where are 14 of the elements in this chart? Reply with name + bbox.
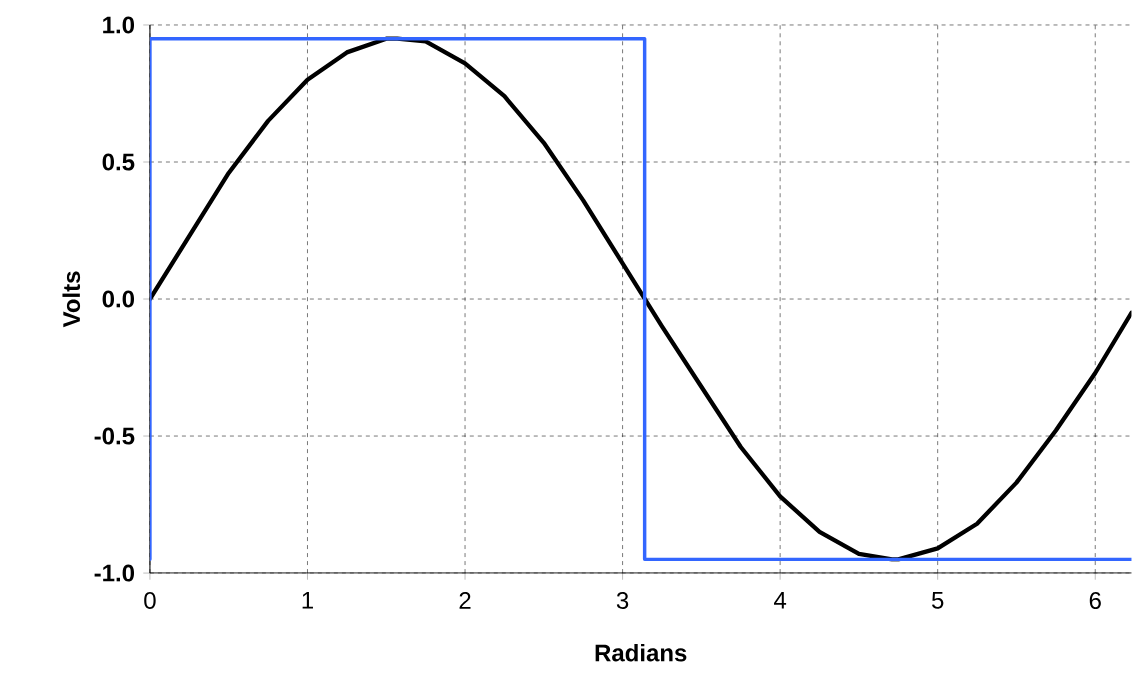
x-tick-label: 2 [459, 592, 471, 609]
y-axis-title: Volts [62, 271, 81, 328]
y-tick-label: 1.0 [103, 16, 135, 34]
x-tick-label: 0 [144, 592, 156, 610]
x-tick-label: 5 [931, 592, 944, 609]
x-tick-label: 6 [1089, 592, 1101, 610]
x-axis-title: Radians [595, 644, 687, 662]
y-tick-label: -0.5 [94, 427, 135, 445]
x-tick-label: 3 [616, 592, 629, 610]
x-tick-label: 1 [302, 592, 313, 609]
x-tick-label: 4 [774, 592, 787, 609]
y-tick-label: 0.0 [102, 290, 135, 308]
y-tick-label: -1.0 [94, 564, 135, 582]
y-tick-label: 0.5 [102, 153, 135, 171]
